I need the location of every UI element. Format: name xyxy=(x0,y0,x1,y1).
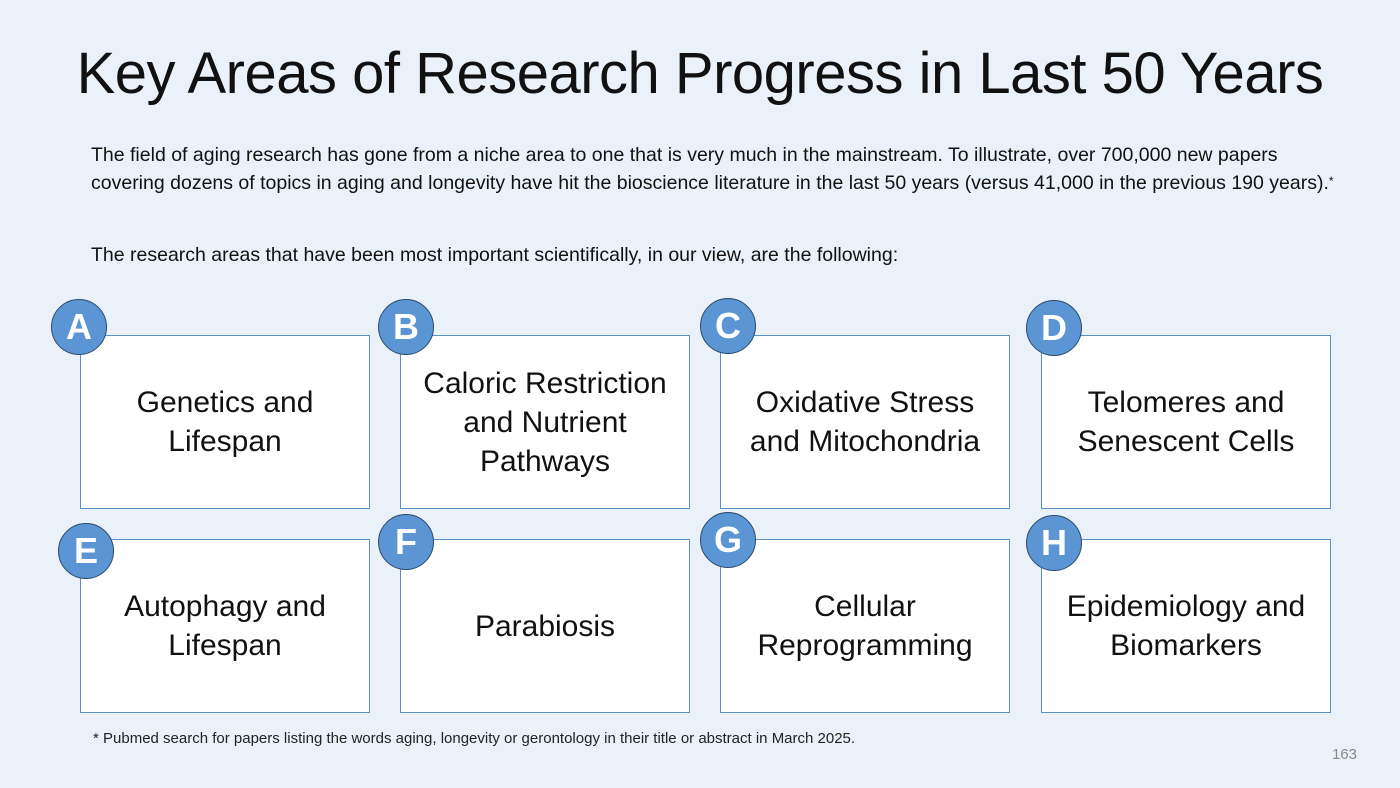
area-badge-h: H xyxy=(1026,515,1082,571)
intro-text: The field of aging research has gone fro… xyxy=(91,144,1329,194)
area-card-d: Telomeres and Senescent Cells xyxy=(1041,335,1331,509)
area-card-a: Genetics and Lifespan xyxy=(80,335,370,509)
area-badge-e: E xyxy=(58,523,114,579)
footnote: * Pubmed search for papers listing the w… xyxy=(93,730,856,747)
area-label: Genetics and Lifespan xyxy=(136,386,314,458)
area-card-g: Cellular Reprogramming xyxy=(720,539,1010,713)
area-card-b: Caloric Restriction and Nutrient Pathway… xyxy=(400,335,690,509)
area-card-h: Epidemiology and Biomarkers xyxy=(1041,539,1331,713)
area-label: Telomeres and Senescent Cells xyxy=(1077,386,1295,458)
area-label: Caloric Restriction and Nutrient Pathway… xyxy=(423,366,667,478)
area-label: Oxidative Stress and Mitochondria xyxy=(749,386,981,458)
area-label: Parabiosis xyxy=(474,609,616,643)
area-card-e: Autophagy and Lifespan xyxy=(80,539,370,713)
page-number: 163 xyxy=(1331,746,1357,763)
area-badge-f: F xyxy=(378,514,434,570)
footnote-marker: * xyxy=(1328,174,1334,188)
area-badge-g: G xyxy=(700,512,756,568)
area-label: Cellular Reprogramming xyxy=(757,590,973,662)
area-card-c: Oxidative Stress and Mitochondria xyxy=(720,335,1010,509)
area-badge-a: A xyxy=(51,299,107,355)
area-label: Autophagy and Lifespan xyxy=(124,590,326,662)
area-card-f: Parabiosis xyxy=(400,539,690,713)
lead-paragraph: The research areas that have been most i… xyxy=(91,244,899,266)
area-label: Epidemiology and Biomarkers xyxy=(1066,590,1306,662)
area-badge-d: D xyxy=(1026,300,1082,356)
area-badge-c: C xyxy=(700,298,756,354)
area-badge-b: B xyxy=(378,299,434,355)
slide-title: Key Areas of Research Progress in Last 5… xyxy=(76,41,1324,106)
intro-paragraph: The field of aging research has gone fro… xyxy=(91,141,1341,197)
